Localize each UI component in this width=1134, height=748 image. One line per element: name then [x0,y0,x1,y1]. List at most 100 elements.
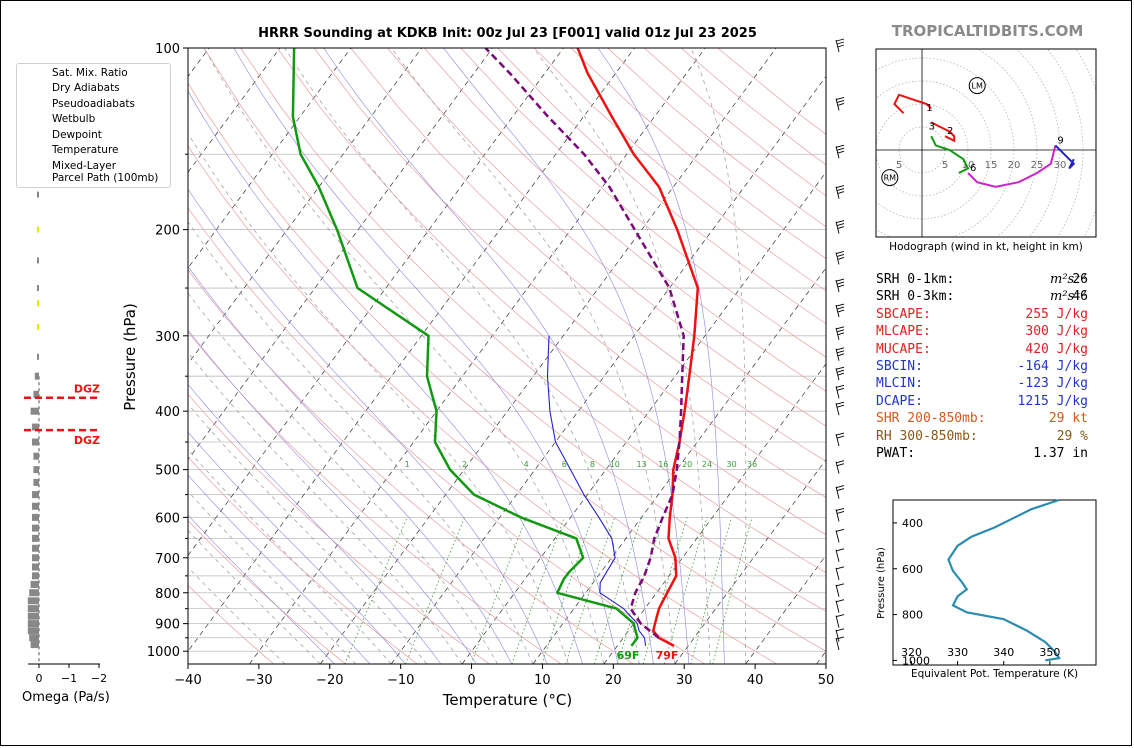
dry-adiabat [188,207,706,664]
wind-barb [835,401,845,416]
hodograph-ring-label: 25 [1031,160,1044,171]
omega-bar [33,478,39,486]
dry-adiabat [203,48,826,612]
omega-bar [32,423,39,431]
mixing-ratio-line [712,517,753,664]
omega-bar [33,452,39,460]
wind-barb [835,220,845,234]
chart-title: HRRR Sounding at KDKB Init: 00z Jul 23 [… [258,26,757,41]
mixing-ratio-line [617,517,664,664]
skewt-plot-area: 1 2 4 6 8 10 13 16 20 24 30 36 [188,48,826,664]
legend-item-parcel-path: Mixed-Layer Parcel Path (100mb) [52,160,159,184]
omega-x-tick-label: −2 [91,672,107,685]
stat-label: PWAT: [876,445,916,461]
wind-barb [835,326,845,340]
pseudoadiabat [188,221,534,664]
surface-dewpoint-label: 69F [617,649,640,662]
dewpoint-line [291,48,639,647]
legend-item-temperature: Temperature [52,144,119,156]
omega-x-tick-label: 0 [36,672,43,685]
wind-barb [835,251,845,265]
omega-bar [32,438,39,446]
theta-e-y-label: Pressure (hPa) [876,547,887,619]
theta-e-x-tick-label: 350 [1039,646,1060,659]
omega-bar [32,534,39,542]
y-tick-label: 1000 [147,645,180,660]
omega-bar [32,491,39,499]
stat-value: 29 % [1056,428,1088,444]
x-tick-label: −10 [387,673,414,688]
omega-bar [27,605,39,613]
wind-barb [835,528,845,543]
isotherm-line [461,171,826,664]
legend-item-dewpoint: Dewpoint [52,129,102,141]
x-tick-label: 0 [467,673,475,688]
wetbulb-reference-line [323,48,654,664]
isotherm-line [745,554,826,664]
stat-label: SRH 0-1km: [876,272,955,287]
wind-barb [835,548,845,562]
mixing-ratio-label: 30 [727,460,737,469]
mixing-ratio-label: 20 [682,460,692,469]
hodograph-ring-label: 5 [896,160,902,171]
y-tick-label: 400 [155,405,180,420]
hodograph-plot: 5 5 10 15 20 25 30 1 2 3 6 9 LM RM [876,49,1096,237]
stat-label: MLCIN: [876,376,923,392]
omega-bar [32,563,39,571]
hodograph-rm-marker [881,169,899,187]
x-tick-label: 20 [605,673,622,688]
y-tick-label: 600 [155,511,180,526]
omega-axis-label: Omega (Pa/s) [22,690,110,705]
omega-bar [30,580,39,588]
stat-value: 300 J/kg [1025,324,1088,340]
hodograph-height-label: 6 [970,163,976,174]
omega-bar [32,554,39,562]
omega-bar [32,513,39,521]
wind-barb [835,485,845,499]
isotherm-line [249,48,706,664]
omega-mark [37,300,39,307]
mixing-ratio-line [594,517,642,664]
stat-unit: m²s⁻² [1050,289,1087,305]
x-tick-label: −40 [174,673,201,688]
mixing-ratio-label: 16 [658,460,668,469]
stat-value: 26 [1072,272,1088,287]
theta-e-x-label: Equivalent Pot. Temperature (K) [910,668,1079,680]
wind-barb [835,636,845,651]
wind-barb [835,347,845,361]
dgz-label: DGZ [74,383,100,396]
hodograph-lm-label: LM [972,82,983,91]
pseudoadiabat [284,48,640,664]
wetbulb-reference-line [443,48,690,664]
omega-mark [37,191,39,198]
mixing-ratio-line [405,517,465,664]
stat-label: SBCIN: [876,358,923,374]
mixing-ratio-label: 36 [747,460,757,469]
theta-e-y-tick-label: 400 [902,517,923,530]
isotherm-line [390,75,826,664]
theta-e-y-tick-label: 800 [902,609,923,622]
hodograph-height-label: 3 [929,122,935,133]
dry-adiabat [188,269,634,664]
theta-e-y-tick-label: 600 [902,563,923,576]
hodograph-segment [967,145,1057,188]
legend-item-pseudoadiabats: Pseudoadiabats [52,98,135,110]
isotherm-line [674,459,826,664]
hodograph-frame [875,48,1097,238]
x-tick-label: 30 [676,673,693,688]
omega-bar [32,572,39,580]
x-tick-label: 50 [818,673,835,688]
omega-bar [30,641,39,649]
wind-barb [835,599,845,613]
wind-barb [835,278,845,293]
mixing-ratio-label: 24 [702,460,712,469]
theta-e-line [947,498,1061,662]
wind-barb [835,432,845,447]
mixing-ratio-line [690,517,732,664]
wind-barb [835,460,845,474]
wetbulb-reference-line [188,265,512,664]
isotherm-line [532,267,826,664]
wind-barb [835,38,845,53]
hodograph-ring-label: 20 [1008,160,1021,171]
theta-e-frame [892,499,1097,666]
